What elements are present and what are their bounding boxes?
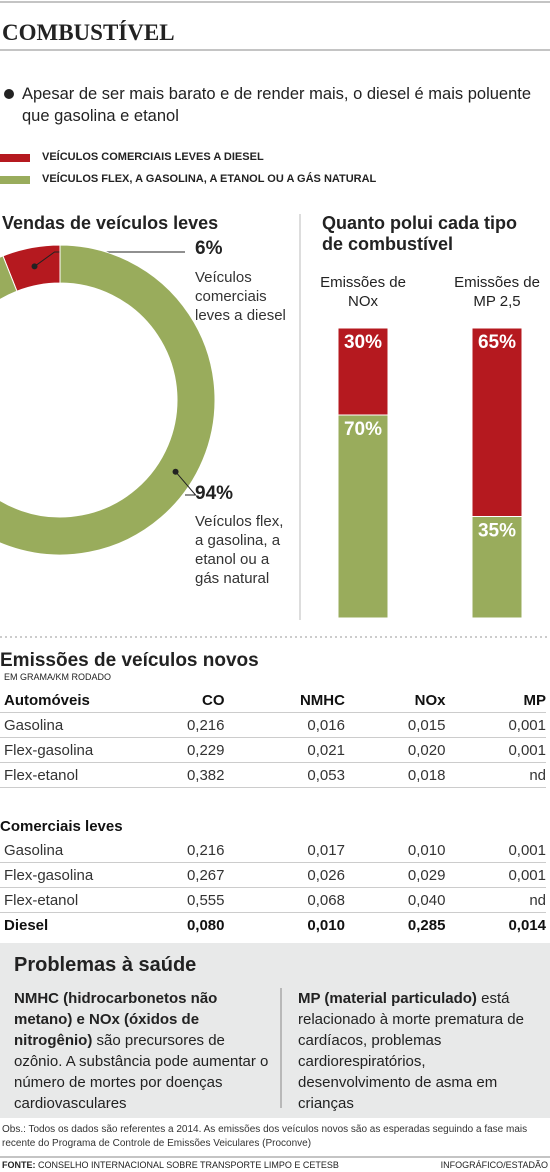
bar-title: Quanto polui cada tipo de combustível [322, 213, 517, 254]
section-title: Comerciais leves [0, 817, 123, 835]
table-cell: 0,382 [124, 762, 225, 788]
table-cell: 0,018 [344, 762, 446, 788]
table-cell: MP [445, 688, 546, 713]
bar-segment [337, 414, 389, 619]
legend-label: VEÍCULOS COMERCIAIS LEVES A DIESEL [42, 151, 264, 163]
table-cell: NOx [344, 688, 446, 713]
legend-swatch [0, 176, 30, 184]
table-row: Flex-gasolina 0,229 0,021 0,020 0,001 [0, 737, 546, 763]
source-text: CONSELHO INTERNACIONAL SOBRE TRANSPORTE … [38, 1160, 339, 1170]
table-cell: 0,001 [445, 712, 546, 738]
table-cell: 0,029 [344, 862, 446, 888]
bullet [4, 89, 14, 99]
value-label: 94% [195, 483, 234, 504]
health-left: NMHC (hidrocarbonetos não metano) e NOx … [14, 988, 276, 1114]
subtitle: Apesar de ser mais barato e de render ma… [22, 85, 532, 125]
section-row: Comerciais leves [0, 814, 546, 838]
bar-segment [337, 327, 389, 416]
table-block: Emissões de veículos novos EM GRAMA/KM R… [0, 650, 550, 937]
leader-line [175, 471, 197, 496]
x-category: Emissões de NOx [320, 274, 406, 310]
source-label: FONTE: [2, 1160, 36, 1170]
table-cell: 0,026 [224, 862, 345, 888]
table-cell: 0,216 [124, 838, 225, 863]
x-category: Emissões de MP 2,5 [454, 274, 540, 310]
table-cell: CO [124, 688, 225, 713]
table-cell: 0,001 [445, 838, 546, 863]
note: Obs.: Todos os dados são referentes a 20… [2, 1124, 528, 1149]
source: FONTE: CONSELHO INTERNACIONAL SOBRE TRAN… [2, 1160, 339, 1170]
table-cell: 0,053 [224, 762, 345, 788]
slice-label: Veículos comerciais leves a diesel [195, 269, 286, 324]
table-cell: Diesel [4, 916, 49, 934]
health-title: Problemas à saúde [14, 954, 197, 976]
bar-segment [471, 327, 523, 517]
table-cell: 0,017 [224, 838, 345, 863]
table-cell: 0,021 [224, 737, 345, 763]
table-row: Flex-etanol 0,382 0,053 0,018 nd [0, 762, 546, 788]
slice-label: Veículos flex, a gasolina, a etanol ou a… [195, 513, 284, 587]
table-cell: 0,267 [124, 862, 225, 888]
table-cell: Flex-gasolina [0, 737, 124, 763]
bar-segment [471, 516, 523, 619]
table-cell: 0,010 [344, 838, 446, 863]
table: Automóveis CO NMHC NOx MP Gasolina 0,216 0,016 0… [0, 688, 546, 937]
health-right-text: está relacionado à morte prematura de ca… [298, 990, 524, 1112]
leader-line [34, 251, 185, 267]
table-cell: Gasolina [0, 712, 124, 738]
table-row: Gasolina 0,216 0,016 0,015 0,001 [0, 712, 546, 738]
table-cell: 0,068 [224, 887, 345, 913]
table-row: Automóveis CO NMHC NOx MP [0, 688, 546, 713]
table-cell: 0,555 [124, 887, 225, 913]
title: COMBUSTÍVEL [2, 20, 175, 45]
table-row: Gasolina 0,216 0,017 0,010 0,001 [0, 838, 546, 863]
table-cell: 0,001 [445, 737, 546, 763]
health-right-bold: MP (material particulado) [298, 990, 477, 1007]
table-row: Flex-etanol 0,555 0,068 0,040 nd [0, 887, 546, 913]
table-cell: Flex-etanol [0, 762, 124, 788]
table-cell: 0,080 [186, 916, 225, 934]
table-cell: 0,216 [124, 712, 225, 738]
bar-value-label: 65% [478, 332, 516, 353]
value-label: 6% [195, 238, 223, 259]
table-row: Diesel 0,080 0,010 0,285 0,014 [0, 913, 546, 938]
table-row: Flex-gasolina 0,267 0,026 0,029 0,001 [0, 862, 546, 888]
table-cell: Gasolina [0, 838, 124, 863]
table-cell: NMHC [224, 688, 345, 713]
donut-slice [0, 244, 216, 556]
donut-title: Vendas de veículos leves [2, 213, 219, 233]
table-unit: EM GRAMA/KM RODADO [4, 672, 112, 682]
table-cell: 0,015 [344, 712, 446, 738]
bar-value-label: 30% [344, 332, 382, 353]
table-cell: nd [445, 762, 546, 788]
table-cell: 0,229 [124, 737, 225, 763]
bar-value-label: 70% [344, 419, 382, 440]
table-cell: 0,020 [344, 737, 446, 763]
table-cell: 0,010 [307, 916, 345, 934]
health-right: MP (material particulado) está relaciona… [298, 988, 534, 1114]
bar-value-label: 35% [478, 521, 516, 542]
table-cell: Flex-etanol [0, 887, 124, 913]
legend-swatch [0, 154, 30, 162]
table-cell: Flex-gasolina [0, 862, 124, 888]
table-cell: 0,001 [445, 862, 546, 888]
health-left-text: são precursores de ozônio. A substância … [14, 1032, 269, 1112]
table-cell: 0,014 [508, 916, 546, 934]
table-cell: Automóveis [0, 688, 124, 713]
table-cell: 0,285 [407, 916, 446, 934]
table-title: Emissões de veículos novos [0, 650, 259, 671]
table-cell: 0,016 [224, 712, 345, 738]
spacer [0, 788, 546, 815]
health-box [0, 943, 550, 1118]
table-cell: 0,040 [344, 887, 446, 913]
credit: INFOGRÁFICO/ESTADÃO [440, 1160, 548, 1170]
table-cell: nd [445, 887, 546, 913]
health-left-bold: NMHC (hidrocarbonetos não metano) e NOx … [14, 990, 218, 1049]
legend-label: VEÍCULOS FLEX, A GASOLINA, A ETANOL OU A… [42, 173, 377, 185]
